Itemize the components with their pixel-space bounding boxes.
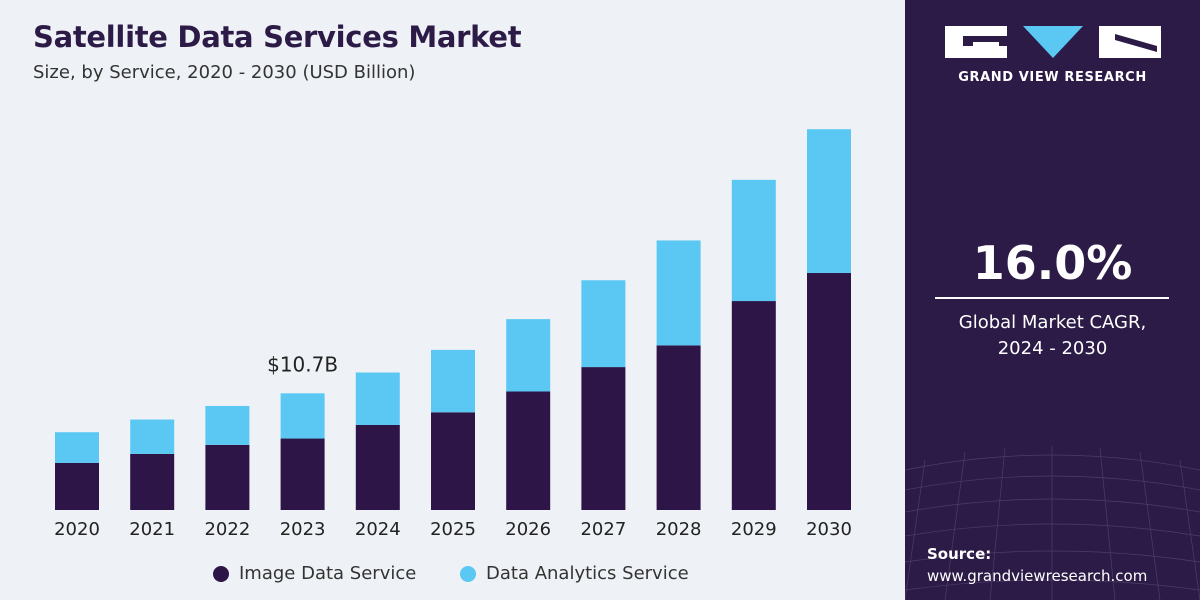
x-tick-label-2024: 2024 [355, 519, 401, 540]
cagr-label: Global Market CAGR, 2024 - 2030 [905, 310, 1200, 362]
legend-label-data-analytics: Data Analytics Service [486, 563, 689, 584]
bar-image-data-2023 [280, 438, 325, 510]
x-tick-label-2021: 2021 [129, 519, 175, 540]
grid-background-graphic [905, 446, 1200, 600]
bar-image-data-2025 [431, 412, 475, 510]
x-tick-label-2026: 2026 [505, 519, 551, 540]
legend-swatch-data-analytics [460, 565, 476, 582]
legend-label-image-data: Image Data Service [239, 563, 417, 584]
chart-title: Satellite Data Services Market [33, 20, 522, 54]
source-label: Source: [927, 545, 992, 563]
legend-item-data-analytics: Data Analytics Service [460, 563, 689, 584]
bar-data-analytics-2022 [205, 405, 250, 445]
sidebar-panel: GRAND VIEW RESEARCH 16.0% Global Market … [905, 0, 1200, 600]
bar-data-analytics-2027 [581, 280, 626, 368]
bar-data-analytics-2020 [55, 432, 99, 463]
bar-image-data-2020 [55, 462, 99, 510]
x-tick-label-2020: 2020 [54, 519, 100, 540]
bar-image-data-2029 [731, 301, 776, 510]
bar-data-analytics-2030 [807, 129, 851, 274]
bar-data-analytics-2026 [506, 319, 551, 392]
x-tick-label-2027: 2027 [580, 519, 626, 540]
gvr-logo-icon [945, 26, 1161, 58]
chart-panel: Satellite Data Services Market Size, by … [0, 20, 905, 587]
legend-item-image-data: Image Data Service [213, 563, 416, 584]
source-url[interactable]: www.grandviewresearch.com [927, 567, 1148, 585]
bar-image-data-2021 [130, 453, 175, 510]
annotation-label: $10.7B [267, 352, 338, 376]
x-tick-label-2022: 2022 [204, 519, 250, 540]
cagr-divider [935, 297, 1169, 299]
x-tick-label-2025: 2025 [430, 519, 476, 540]
bar-image-data-2022 [205, 444, 250, 510]
bar-image-data-2026 [506, 391, 551, 510]
bar-image-data-2027 [581, 367, 626, 510]
x-tick-label-2030: 2030 [806, 519, 852, 540]
bar-data-analytics-2024 [355, 372, 400, 425]
bar-image-data-2030 [807, 273, 851, 510]
legend-swatch-image-data [213, 565, 229, 582]
bar-data-analytics-2021 [130, 419, 175, 454]
chart-subtitle: Size, by Service, 2020 - 2030 (USD Billi… [33, 62, 416, 83]
chart-legend: Image Data Service Data Analytics Servic… [0, 563, 905, 587]
cagr-value: 16.0% [972, 236, 1133, 290]
bar-image-data-2028 [656, 345, 701, 510]
x-tick-label-2028: 2028 [656, 519, 702, 540]
bar-data-analytics-2025 [431, 349, 475, 413]
cagr-label-line1: Global Market CAGR, [958, 312, 1147, 333]
stacked-bar-chart: 2020 2021 2022 $10.7B 2023 2024 2025 2026 2027 20… [54, 129, 852, 540]
bar-data-analytics-2028 [656, 240, 701, 346]
x-tick-label-2023: 2023 [280, 519, 326, 540]
x-tick-label-2029: 2029 [731, 519, 777, 540]
bar-data-analytics-2023 [280, 393, 325, 439]
brand-name: GRAND VIEW RESEARCH [958, 70, 1147, 85]
bar-data-analytics-2029 [731, 179, 776, 302]
bar-image-data-2024 [355, 424, 400, 510]
cagr-label-line2: 2024 - 2030 [997, 338, 1108, 359]
